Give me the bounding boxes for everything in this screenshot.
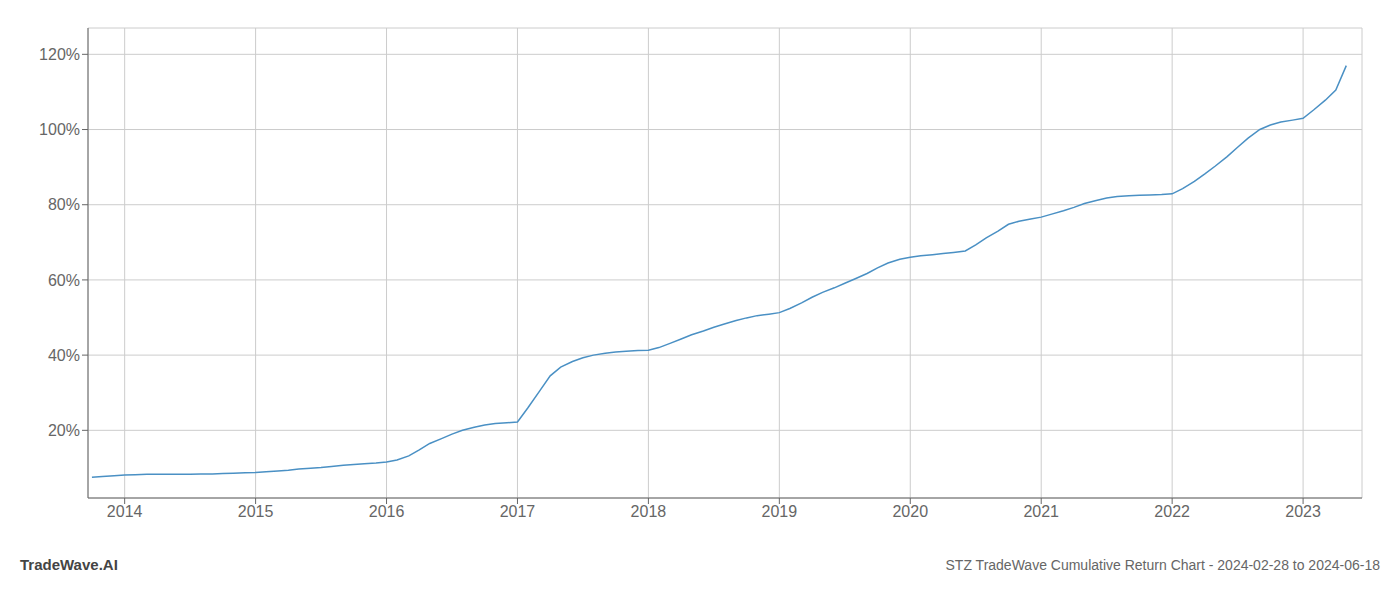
svg-text:20%: 20% — [48, 422, 80, 439]
svg-text:2014: 2014 — [107, 503, 143, 520]
svg-text:2020: 2020 — [892, 503, 928, 520]
html-text:STZ TradeWave Cumulative Retur: STZ TradeWave Cumulative Return Chart - … — [945, 557, 1380, 573]
svg-text:2018: 2018 — [631, 503, 667, 520]
svg-text:100%: 100% — [39, 121, 80, 138]
svg-text:2022: 2022 — [1154, 503, 1190, 520]
svg-text:40%: 40% — [48, 347, 80, 364]
svg-text:2017: 2017 — [500, 503, 536, 520]
svg-text:2019: 2019 — [762, 503, 798, 520]
svg-text:2016: 2016 — [369, 503, 405, 520]
svg-text:60%: 60% — [48, 272, 80, 289]
svg-text:120%: 120% — [39, 46, 80, 63]
svg-text:2023: 2023 — [1285, 503, 1321, 520]
svg-text:2015: 2015 — [238, 503, 274, 520]
html-text:TradeWave.AI: TradeWave.AI — [20, 556, 118, 573]
svg-text:80%: 80% — [48, 196, 80, 213]
svg-text:2021: 2021 — [1023, 503, 1059, 520]
